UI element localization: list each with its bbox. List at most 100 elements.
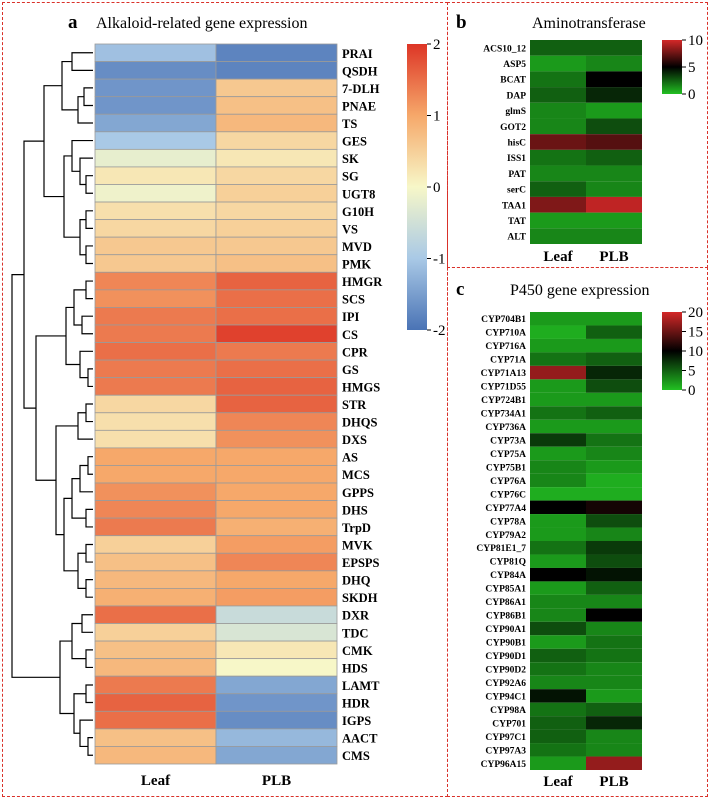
row-label: ISS1 [507,154,526,164]
row-label: CYP84A [490,571,526,581]
heatmap-cell [94,289,217,308]
panel-b-colorbar [662,40,682,94]
heatmap-cell [215,78,338,98]
heatmap-cell [94,113,217,133]
heatmap-cell [530,87,586,103]
dendrogram-branch [85,508,93,528]
dendrogram-branch [11,274,60,678]
row-label: SK [342,152,359,166]
panel-c-border [447,267,708,797]
heatmap-cell [215,570,338,589]
row-label: TAT [508,217,527,227]
row-label: CYP86A1 [485,598,526,608]
row-label: G10H [342,205,374,219]
heatmap-cell [94,359,217,379]
row-label: CYP76A [490,477,526,487]
heatmap-cell [94,184,217,203]
row-label: EPSPS [342,556,380,570]
heatmap-cell [530,379,586,393]
heatmap-cell [586,379,642,393]
panel-a-heatmap [94,43,338,765]
row-label: CYP704B1 [481,315,526,325]
dendrogram-branch [71,52,93,71]
heatmap-cell [530,581,586,595]
dendrogram-branch [35,335,66,481]
heatmap-cell [530,40,586,56]
heatmap-cell [530,527,586,541]
column-label: PLB [262,773,291,789]
panel-c-row-labels: CYP704B1 CYP710A CYP716A CYP71A CYP71A13 CYP7… [476,315,526,770]
heatmap-cell [586,500,642,515]
row-label: CYP71D55 [481,383,527,393]
dendrogram-branch [63,497,78,572]
heatmap-cell [530,419,586,434]
row-label: CYP75A [490,450,526,460]
row-label: hisC [508,139,527,149]
dendrogram-branch [85,579,93,598]
heatmap-cell [586,87,642,103]
heatmap-cell [530,55,586,72]
row-label: QSDH [342,64,378,78]
heatmap-cell [215,289,338,308]
heatmap-cell [215,324,338,343]
panel-a-column-labels: Leaf PLB [141,773,291,789]
heatmap-cell [586,446,642,461]
column-label: PLB [599,249,628,265]
row-label: CYP81E1_7 [476,544,526,554]
panel-b-title: Aminotransferase [532,15,646,32]
heatmap-cell [586,312,642,326]
row-label: PMK [342,258,371,272]
dendrogram-branch [81,614,93,633]
heatmap-cell [215,640,338,660]
heatmap-cell [586,554,642,568]
heatmap-cell [94,236,217,256]
row-label: CYP73A [490,436,526,446]
heatmap-cell [586,433,642,447]
heatmap-cell [94,675,217,695]
heatmap-cell [586,40,642,56]
row-label: IPI [342,310,360,324]
heatmap-cell [94,166,217,185]
panel-a-label: a [68,12,78,33]
row-label: CYP81Q [490,558,526,568]
heatmap-cell [530,134,586,150]
heatmap-cell [530,621,586,636]
dendrogram-branch [65,306,80,366]
heatmap-cell [215,728,338,747]
heatmap-cell [94,271,217,291]
heatmap-cell [586,648,642,663]
heatmap-cell [94,658,217,677]
colorbar-tick-label: 20 [688,305,703,321]
row-label: CYP710A [485,329,526,339]
row-label: TAA1 [502,201,526,211]
heatmap-cell [215,377,338,396]
heatmap-cell [530,102,586,119]
heatmap-cell [94,96,217,115]
heatmap-cell [94,61,217,80]
heatmap-cell [215,236,338,256]
row-label: SG [342,170,359,184]
heatmap-cell [530,181,586,197]
dendrogram-branch [71,478,86,519]
heatmap-cell [530,165,586,182]
heatmap-cell [94,552,217,572]
heatmap-cell [586,689,642,703]
colorbar-tick-label: -1 [433,252,446,268]
heatmap-cell [94,394,217,414]
colorbar-tick-label: 5 [688,60,696,76]
heatmap-cell [215,465,338,484]
heatmap-cell [586,635,642,649]
colorbar-tick-label: 2 [433,37,441,53]
panel-c-colorbar [662,312,682,390]
heatmap-cell [94,429,217,449]
row-label: VS [342,222,358,236]
row-label: CYP90D2 [485,665,526,675]
row-label: STR [342,398,367,412]
heatmap-cell [215,517,338,537]
heatmap-cell [586,134,642,150]
heatmap-cell [215,482,338,501]
heatmap-cell [530,729,586,744]
row-label: CYP90B1 [486,639,526,649]
heatmap-cell [94,412,217,431]
row-label: CMS [342,749,370,763]
